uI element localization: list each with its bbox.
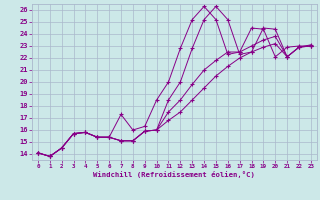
X-axis label: Windchill (Refroidissement éolien,°C): Windchill (Refroidissement éolien,°C): [93, 171, 255, 178]
